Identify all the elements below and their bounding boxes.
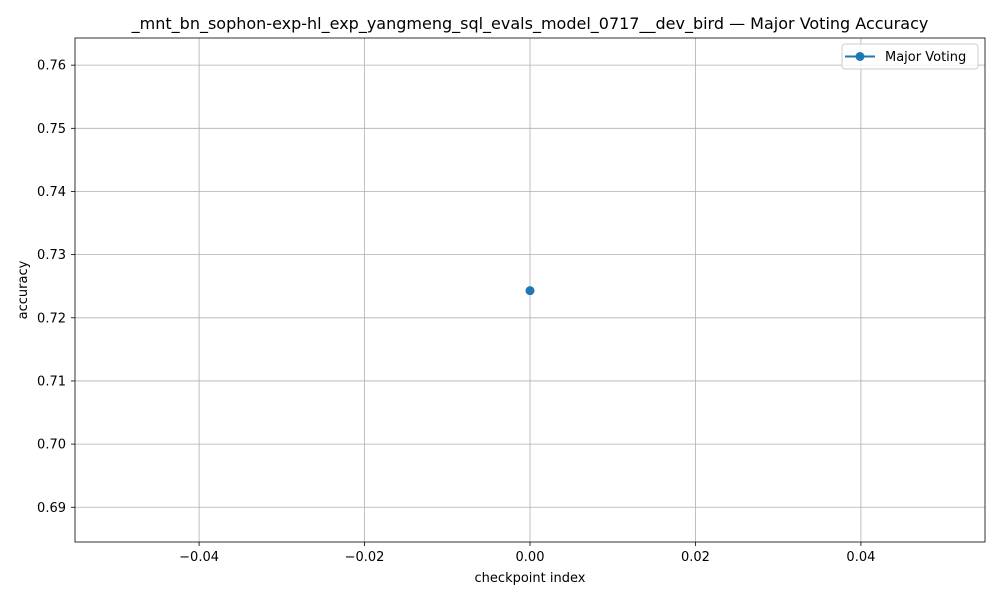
x-ticks: −0.04 −0.02 0.00 0.02 0.04	[179, 542, 875, 565]
y-tick-label: 0.72	[37, 311, 66, 326]
x-tick-label: 0.00	[516, 550, 545, 565]
y-tick-label: 0.74	[37, 185, 66, 200]
legend-box	[841, 43, 979, 70]
y-tick-label: 0.70	[37, 438, 66, 453]
x-axis-label: checkpoint index	[475, 571, 586, 586]
legend-series-marker	[855, 52, 865, 61]
x-tick-label: 0.02	[681, 550, 710, 565]
x-tick-label: −0.04	[179, 550, 219, 565]
legend-series-label: Major Voting	[885, 50, 966, 65]
x-tick-label: −0.02	[345, 550, 385, 565]
series-layer	[525, 286, 535, 296]
y-tick-label: 0.73	[37, 248, 66, 263]
y-tick-label: 0.76	[37, 59, 66, 74]
data-point	[525, 286, 535, 296]
legend: Major Voting	[841, 43, 979, 70]
y-tick-label: 0.71	[37, 374, 66, 389]
y-tick-label: 0.75	[37, 122, 66, 137]
chart-title: _mnt_bn_sophon-exp-hl_exp_yangmeng_sql_e…	[131, 14, 929, 34]
x-tick-label: 0.04	[846, 550, 875, 565]
y-tick-label: 0.69	[37, 501, 66, 516]
y-ticks: 0.69 0.70 0.71 0.72 0.73 0.74 0.75 0.76	[37, 59, 75, 516]
grid-layer	[75, 38, 985, 542]
y-axis-label: accuracy	[16, 260, 31, 319]
